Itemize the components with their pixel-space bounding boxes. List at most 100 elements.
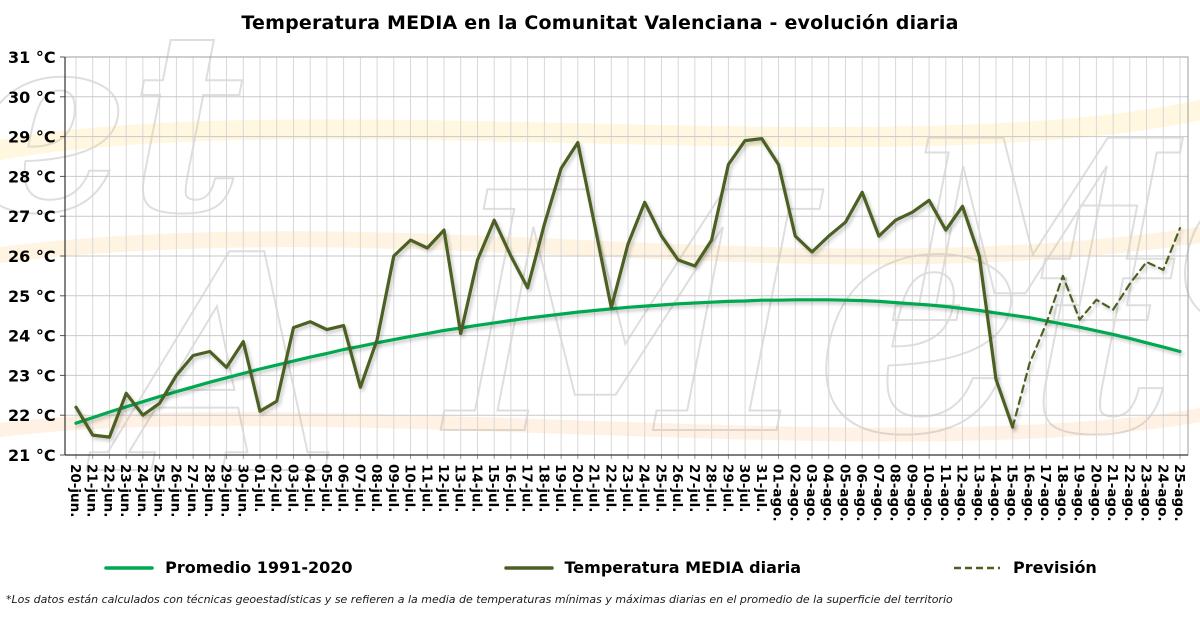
x-tick-label: 09-ago. — [903, 464, 919, 522]
x-tick-label: 18-jul. — [535, 464, 551, 512]
y-tick-label: 24 °C — [8, 327, 56, 346]
legend: Promedio 1991-2020 Temperatura MEDIA dia… — [0, 558, 1200, 577]
x-axis-labels: 20-jun. 21-jun. 22-jun. 23-jun. 24-jun. 25-ju… — [67, 464, 1187, 522]
y-tick-label: 21 °C — [8, 446, 56, 465]
legend-line-swatch-dashed — [951, 558, 1003, 577]
x-tick-label: 12-jul. — [435, 464, 451, 512]
y-tick-label: 29 °C — [8, 128, 56, 147]
x-tick-label: 05-jul. — [318, 464, 334, 512]
x-tick-label: 23-jul. — [619, 464, 635, 512]
x-tick-label: 18-ago. — [1054, 464, 1070, 522]
x-tick-label: 11-jul. — [418, 464, 434, 512]
x-tick-label: 11-ago. — [937, 464, 953, 522]
plot-frame — [64, 56, 1189, 456]
x-tick-label: 25-jul. — [653, 464, 669, 512]
x-tick-label: 20-jun. — [67, 464, 83, 517]
x-tick-label: 24-jul. — [636, 464, 652, 512]
y-tick-label: 28 °C — [8, 167, 56, 186]
x-tick-label: 02-ago. — [786, 464, 802, 522]
series-line-2 — [1011, 227, 1182, 429]
x-tick-label: 16-jul. — [502, 464, 518, 512]
x-tick-label: 20-ago. — [1087, 464, 1103, 522]
x-tick-label: 13-jul. — [452, 464, 468, 512]
x-tick-label: 19-ago. — [1071, 464, 1087, 522]
x-tick-label: 27-jul. — [686, 464, 702, 512]
x-tick-label: 24-ago. — [1154, 464, 1170, 522]
x-tick-label: 25-jun. — [151, 464, 167, 517]
footnote: *Los datos están calculados con técnicas… — [6, 593, 953, 606]
x-tick-label: 20-jul. — [569, 464, 585, 512]
x-tick-label: 08-jul. — [368, 464, 384, 512]
data-series — [74, 137, 1182, 439]
x-tick-label: 23-ago. — [1138, 464, 1154, 522]
y-tick-label: 27 °C — [8, 207, 56, 226]
x-tick-label: 04-ago. — [820, 464, 836, 522]
y-tick-label: 30 °C — [8, 88, 56, 107]
x-tick-label: 22-jul. — [602, 464, 618, 512]
x-tick-label: 13-ago. — [970, 464, 986, 522]
x-tick-label: 06-jul. — [335, 464, 351, 512]
x-tick-label: 01-jul. — [251, 464, 267, 512]
chart-title: Temperatura MEDIA en la Comunitat Valenc… — [241, 12, 959, 34]
legend-item-prevision: Previsión — [951, 558, 1097, 577]
x-tick-label: 16-ago. — [1021, 464, 1037, 522]
watermark-text: Met — [892, 85, 1200, 379]
x-tick-label: 21-jul. — [586, 464, 602, 512]
x-tick-label: 28-jul. — [703, 464, 719, 512]
x-tick-label: 26-jul. — [669, 464, 685, 512]
x-tick-label: 15-ago. — [1004, 464, 1020, 522]
x-tick-label: 30-jul. — [736, 464, 752, 512]
watermark-text: A — [87, 188, 343, 541]
legend-line-swatch-solid — [503, 558, 555, 577]
series-line-1 — [74, 137, 1015, 439]
x-tick-label: 24-jun. — [134, 464, 150, 517]
series-line-0 — [74, 298, 1182, 425]
x-tick-label: 12-ago. — [954, 464, 970, 522]
x-tick-label: 03-ago. — [803, 464, 819, 522]
watermark-text: et — [0, 0, 245, 269]
x-tick-label: 01-ago. — [770, 464, 786, 522]
x-tick-label: 29-jul. — [719, 464, 735, 512]
x-tick-label: 19-jul. — [552, 464, 568, 512]
x-tick-label: 23-jun. — [117, 464, 133, 517]
x-tick-label: 07-ago. — [870, 464, 886, 522]
y-tick-label: 26 °C — [8, 247, 56, 266]
x-tick-label: 14-ago. — [987, 464, 1003, 522]
x-tick-label: 08-ago. — [887, 464, 903, 522]
x-tick-label: 09-jul. — [385, 464, 401, 512]
y-axis-labels: 31 °C 30 °C 29 °C 28 °C 27 °C 26 °C 25 °C 24 °C… — [8, 48, 56, 465]
legend-label-media-diaria: Temperatura MEDIA diaria — [564, 558, 802, 577]
x-tick-label: 25-ago. — [1171, 464, 1187, 522]
legend-line-swatch-solid — [103, 558, 155, 577]
x-tick-label: 10-ago. — [920, 464, 936, 522]
legend-item-media-diaria: Temperatura MEDIA diaria — [503, 558, 802, 577]
x-tick-label: 02-jul. — [268, 464, 284, 512]
y-tick-label: 25 °C — [8, 287, 56, 306]
x-tick-label: 15-jul. — [485, 464, 501, 512]
x-tick-label: 29-jun. — [218, 464, 234, 517]
x-tick-label: 21-ago. — [1104, 464, 1120, 522]
x-tick-label: 22-ago. — [1121, 464, 1137, 522]
x-tick-label: 05-ago. — [837, 464, 853, 522]
y-tick-label: 22 °C — [8, 406, 56, 425]
y-tick-label: 23 °C — [8, 366, 56, 385]
x-tick-label: 10-jul. — [402, 464, 418, 512]
x-tick-label: 26-jun. — [167, 464, 183, 517]
y-tick-label: 31 °C — [8, 48, 56, 67]
x-tick-label: 31-jul. — [753, 464, 769, 512]
x-tick-label: 07-jul. — [351, 464, 367, 512]
legend-label-prevision: Previsión — [1013, 558, 1097, 577]
vertical-gridlines — [75, 57, 1181, 459]
x-tick-label: 22-jun. — [101, 464, 117, 517]
x-tick-label: 28-jun. — [201, 464, 217, 517]
x-tick-label: 03-jul. — [285, 464, 301, 512]
x-tick-label: 06-ago. — [853, 464, 869, 522]
x-tick-label: 17-jul. — [519, 464, 535, 512]
x-tick-label: 14-jul. — [469, 464, 485, 512]
x-tick-label: 27-jun. — [184, 464, 200, 517]
legend-label-promedio: Promedio 1991-2020 — [165, 558, 353, 577]
x-tick-label: 21-jun. — [84, 464, 100, 517]
x-tick-label: 30-jun. — [234, 464, 250, 517]
